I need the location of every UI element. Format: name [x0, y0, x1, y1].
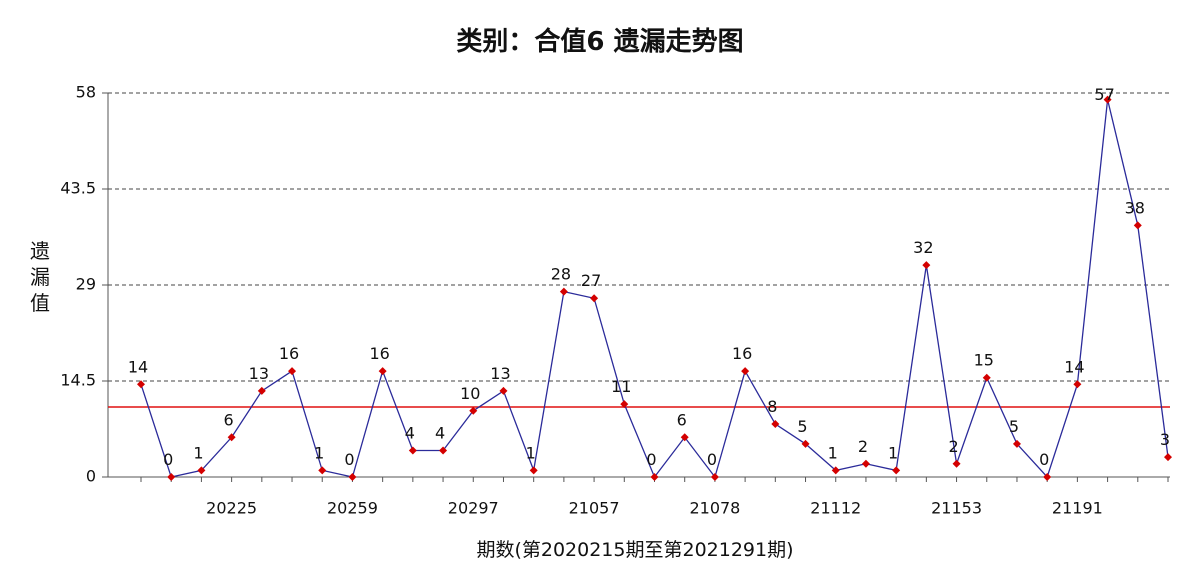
point-marker	[861, 459, 870, 468]
value-label: 0	[163, 450, 173, 469]
point-marker	[197, 466, 206, 475]
x-tick-label: 21153	[931, 499, 982, 518]
point-marker	[831, 466, 840, 475]
value-label: 4	[435, 424, 445, 443]
value-label: 1	[828, 443, 838, 462]
y-tick-label: 29	[76, 275, 96, 294]
value-label: 5	[1009, 417, 1019, 436]
value-label: 4	[405, 424, 415, 443]
point-marker	[469, 406, 478, 415]
point-marker	[1133, 221, 1142, 230]
x-tick-label: 20297	[448, 499, 499, 518]
y-tick-label: 43.5	[60, 179, 96, 198]
point-marker	[892, 466, 901, 475]
point-marker	[1073, 380, 1082, 389]
point-marker	[378, 367, 387, 376]
x-tick-label: 20259	[327, 499, 378, 518]
value-label: 16	[732, 344, 752, 363]
y-tick-label: 0	[86, 467, 96, 486]
value-label: 0	[646, 450, 656, 469]
point-marker	[1012, 439, 1021, 448]
value-label: 13	[249, 364, 269, 383]
point-marker	[620, 400, 629, 409]
point-marker	[650, 473, 659, 481]
point-marker	[771, 420, 780, 429]
value-label: 32	[913, 238, 933, 257]
point-marker	[167, 473, 176, 481]
x-tick-label: 21057	[569, 499, 620, 518]
point-marker	[1043, 473, 1052, 481]
value-label: 57	[1094, 85, 1114, 104]
point-marker	[529, 466, 538, 475]
value-label: 1	[888, 443, 898, 462]
point-marker	[559, 287, 568, 296]
value-label: 11	[611, 377, 631, 396]
point-marker	[1164, 453, 1172, 462]
point-marker	[318, 466, 327, 475]
point-marker	[499, 386, 508, 395]
x-tick-label: 21078	[689, 499, 740, 518]
point-marker	[801, 439, 810, 448]
point-marker	[741, 367, 750, 376]
point-marker	[680, 433, 689, 442]
value-label: 28	[551, 265, 571, 284]
value-label: 15	[974, 351, 994, 370]
value-label: 16	[369, 344, 389, 363]
value-label: 6	[677, 410, 687, 429]
value-label: 6	[224, 410, 234, 429]
value-label: 1	[526, 443, 536, 462]
chart-title: 类别：合值6 遗漏走势图	[456, 26, 743, 57]
x-tick-label: 21191	[1052, 499, 1103, 518]
point-marker	[1103, 95, 1112, 104]
point-marker	[257, 386, 266, 395]
value-label: 3	[1160, 430, 1170, 449]
value-label: 0	[707, 450, 717, 469]
x-axis-title: 期数(第2020215期至第2021291期)	[476, 539, 793, 561]
x-tick-label: 21112	[810, 499, 861, 518]
value-label: 13	[490, 364, 510, 383]
y-tick-label: 14.5	[60, 371, 96, 390]
point-marker	[439, 446, 448, 455]
y-tick-label: 58	[76, 83, 96, 102]
value-label: 27	[581, 271, 601, 290]
point-marker	[710, 473, 719, 481]
point-marker	[982, 373, 991, 382]
value-label: 2	[948, 437, 958, 456]
x-tick-label: 20225	[206, 499, 257, 518]
y-axis-title: 遗漏值	[30, 239, 50, 315]
point-marker	[227, 433, 236, 442]
value-label: 0	[344, 450, 354, 469]
value-label: 8	[767, 397, 777, 416]
point-marker	[288, 367, 297, 376]
point-marker	[137, 380, 145, 389]
value-label: 5	[797, 417, 807, 436]
point-marker	[348, 473, 357, 481]
point-marker	[952, 459, 961, 468]
point-marker	[408, 446, 417, 455]
value-label: 1	[314, 443, 324, 462]
value-label: 2	[858, 437, 868, 456]
value-label: 14	[1064, 357, 1084, 376]
value-label: 10	[460, 384, 480, 403]
point-marker	[922, 261, 931, 270]
point-marker	[590, 294, 599, 303]
value-label: 0	[1039, 450, 1049, 469]
value-label: 1	[193, 443, 203, 462]
value-label: 14	[128, 357, 148, 376]
value-label: 38	[1125, 198, 1145, 217]
value-label: 16	[279, 344, 299, 363]
